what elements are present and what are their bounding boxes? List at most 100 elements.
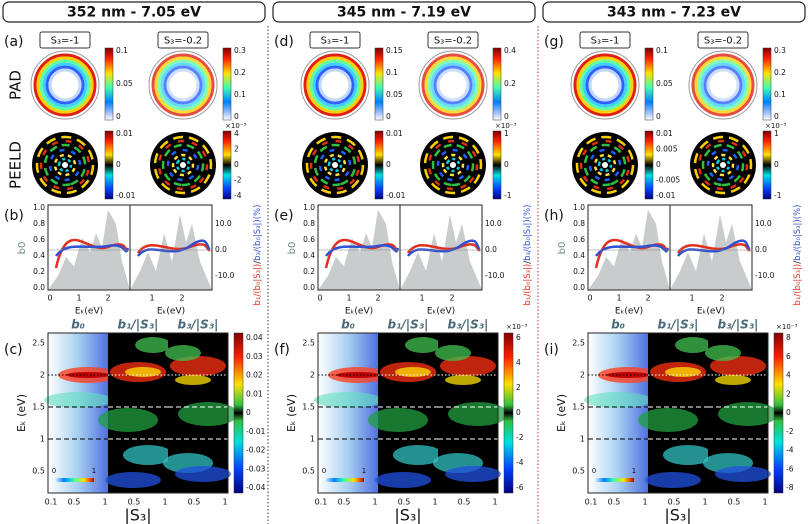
b-right-label-part: b₁/(b₀|S₃|) xyxy=(793,264,803,306)
heat-x-tick-label: 0.1 xyxy=(45,498,58,507)
colorbar-tick-label: 0.05 xyxy=(386,90,403,99)
heat-x-label: |S₃| xyxy=(124,506,151,524)
colorbar-tick-label: 0.1 xyxy=(234,90,246,99)
heat-x-label: |S₃| xyxy=(394,506,421,524)
pad-ring xyxy=(160,62,206,108)
colorbar-tick-label: -1 xyxy=(504,191,512,200)
pad-ring xyxy=(430,62,476,108)
colorbar-tick-label: 0.005 xyxy=(656,145,678,154)
inset-colorbar xyxy=(594,478,634,482)
colorbar-tick-label: 4 xyxy=(786,371,791,380)
colorbar-tick-label: 0.1 xyxy=(116,46,128,55)
heat-y-tick-label: 1 xyxy=(310,435,315,444)
s3-label: S₃=-1 xyxy=(51,36,80,47)
heat-y-tick-label: 2.5 xyxy=(572,339,585,348)
inset-colorbar xyxy=(324,478,364,482)
s3-box xyxy=(309,31,361,49)
peeld-ring xyxy=(35,135,95,195)
colorbar-tick-label: -0.005 xyxy=(656,176,680,185)
heat-blob xyxy=(178,402,238,426)
heat-x-tick-label: 0.5 xyxy=(68,498,81,507)
b-x-tick-label: 1 xyxy=(76,294,81,303)
panel-letter: (g) xyxy=(544,34,564,50)
pad-ring xyxy=(694,56,752,114)
heat-blob xyxy=(675,337,711,353)
heat-blob xyxy=(435,345,471,361)
pad-ring xyxy=(157,59,209,111)
inset-tick-label: 0 xyxy=(322,467,326,475)
pad-ring xyxy=(318,68,352,102)
peeld-ring xyxy=(39,139,91,191)
heat-x-tick-label: 1 xyxy=(762,498,767,507)
colorbar-tick-label: -2 xyxy=(786,427,794,436)
header-box xyxy=(272,1,536,23)
heat-colorbar xyxy=(503,332,514,494)
heat-blob xyxy=(314,392,382,408)
heat-y-tick-label: 0.5 xyxy=(572,467,585,476)
heat-x-tick-label: 0.5 xyxy=(188,498,201,507)
b-right-label: b₁/(b₀|S₃|)/b₃/(b₀|S₃|)(%) xyxy=(793,205,803,306)
heat-colorbar xyxy=(233,332,244,494)
pad-ring xyxy=(703,65,743,105)
heat-blob xyxy=(584,392,652,408)
pad-ring xyxy=(45,65,85,105)
heat-blob xyxy=(175,375,211,385)
header: 352 nm - 7.05 eV xyxy=(67,5,201,21)
b0-area xyxy=(670,214,752,290)
b-right-label-part: / xyxy=(253,261,263,264)
b-right-label-part: b₃/(b₀|S₃|) xyxy=(253,219,263,261)
pad-ring xyxy=(585,65,625,105)
colorbar-tick-label: 0 xyxy=(234,112,239,121)
b-right-label-part: (%) xyxy=(793,205,803,220)
colorbar-tick-label: 6 xyxy=(516,333,521,342)
heat-y-tick-label: 2 xyxy=(580,371,585,380)
colorbar-tick-label: 0.04 xyxy=(246,333,263,342)
colorbar-tick-label: -6 xyxy=(786,464,794,473)
colorbar xyxy=(222,130,232,200)
b-x-tick-label: 2 xyxy=(375,294,380,303)
panel-letter: (d) xyxy=(274,34,294,50)
colorbar-tick-label: 0 xyxy=(116,160,121,169)
colorbar-tick-label: 1 xyxy=(774,129,779,138)
b-x-tick-label: 1 xyxy=(346,294,351,303)
peeld-ring xyxy=(441,153,465,177)
b3-line xyxy=(595,244,670,257)
pad-ring xyxy=(39,59,91,111)
peeld-center xyxy=(62,162,68,168)
peeld-ring xyxy=(53,153,77,177)
b-right-tick-label: -10.0 xyxy=(485,271,505,280)
colorbar-tick-label: 8 xyxy=(786,333,791,342)
peeld-ring xyxy=(305,135,365,195)
heatmap-b0 xyxy=(48,333,108,493)
peeld-ring xyxy=(423,135,483,195)
b-x-tick-label: 0 xyxy=(587,294,592,303)
colorbar-tick-label: -2 xyxy=(234,176,242,185)
b-x-label: Eₖ(eV) xyxy=(697,307,725,317)
colorbar-tick-label: -0.01 xyxy=(656,191,676,200)
b-right-label-part: / xyxy=(793,261,803,264)
peeld-ring xyxy=(318,148,352,182)
pad-ring xyxy=(303,53,367,117)
heat-axes xyxy=(587,332,769,494)
heat-x-tick-label: 1 xyxy=(372,498,377,507)
heat-blob xyxy=(448,402,508,426)
heat-y-tick-label: 2.5 xyxy=(32,339,45,348)
colorbar-tick-label: 0 xyxy=(386,160,391,169)
heat-x-tick-label: 1 xyxy=(642,498,647,507)
pad-ring xyxy=(312,62,358,108)
heat-blob xyxy=(445,466,501,482)
b-x-label: Eₖ(eV) xyxy=(157,307,185,317)
panel-letter: (h) xyxy=(544,208,564,224)
colorbar xyxy=(492,130,502,200)
b-left-tick-label: 0.4 xyxy=(303,251,315,260)
b0-area xyxy=(318,209,400,290)
heat-title: b₁/|S₃| xyxy=(118,318,159,332)
pad-ring xyxy=(154,56,212,114)
heat-title: b₃/|S₃| xyxy=(448,318,489,332)
b-right-label-part: b₃/(b₀|S₃|) xyxy=(523,219,533,261)
colorbar-tick-label: 0 xyxy=(774,160,779,169)
b-left-tick-label: 0.2 xyxy=(573,267,585,276)
b-right-label: b₁/(b₀|S₃|)/b₃/(b₀|S₃|)(%) xyxy=(523,205,533,306)
b-right-label-part: (%) xyxy=(253,205,263,220)
b-right-label: b₁/(b₀|S₃|)/b₃/(b₀|S₃|)(%) xyxy=(253,205,263,306)
